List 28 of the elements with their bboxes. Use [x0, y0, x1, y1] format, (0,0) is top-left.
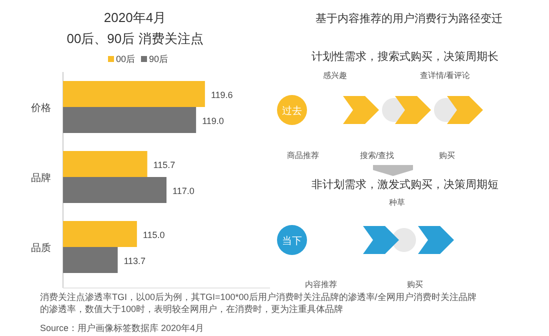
- y-tick-label: 品牌: [31, 172, 51, 184]
- text: 计划性需求，搜索式购买，决策周期长: [312, 50, 498, 63]
- legend-label: 00后: [116, 54, 136, 64]
- text: 购买: [407, 280, 423, 289]
- data-label: 119.6: [210, 90, 233, 100]
- y-tick-label: 品质: [31, 242, 51, 254]
- data-label: 113.7: [124, 256, 146, 266]
- chart-subtitle: 00后、90后 消费关注点: [66, 31, 204, 46]
- text: 搜索/查找: [360, 151, 394, 160]
- source-note: Source：用户画像标签数据库 2020年4月: [40, 323, 204, 333]
- data-label: 115.7: [153, 160, 176, 170]
- data-label: 117.0: [172, 186, 194, 196]
- data-label: 115.0: [142, 230, 165, 240]
- text: 感兴趣: [323, 71, 347, 80]
- data-label: 119.0: [202, 116, 224, 126]
- text: 内容推荐: [305, 280, 337, 289]
- legend-label: 90后: [149, 54, 168, 64]
- chart-title: 2020年4月: [104, 10, 166, 25]
- text: 非计划需求，激发式购买，决策周期短: [312, 178, 498, 191]
- text: 消费关注点渗透率TGI，以00后为例，其TGI=100*00后用户消费时关注品牌的渗透率/全网用户消费时关注品牌的渗透率，数值大于100时，表明较全网用户，在消费时，更为注重具体品牌: [40, 291, 478, 315]
- text: 查详情/看评论: [420, 71, 470, 80]
- text: 购买: [439, 151, 455, 160]
- y-tick-label: 价格: [30, 102, 51, 114]
- text: 当下: [282, 235, 302, 247]
- text: 基于内容推荐的用户消费行为路径变迁: [316, 12, 502, 25]
- text: 种草: [389, 198, 405, 207]
- text: 过去: [282, 105, 302, 117]
- text: 商品推荐: [287, 151, 319, 160]
